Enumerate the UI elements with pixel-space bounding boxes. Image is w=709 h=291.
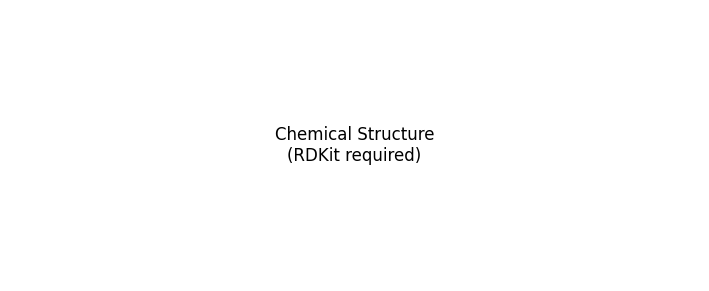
Text: Chemical Structure
(RDKit required): Chemical Structure (RDKit required)	[275, 126, 434, 165]
